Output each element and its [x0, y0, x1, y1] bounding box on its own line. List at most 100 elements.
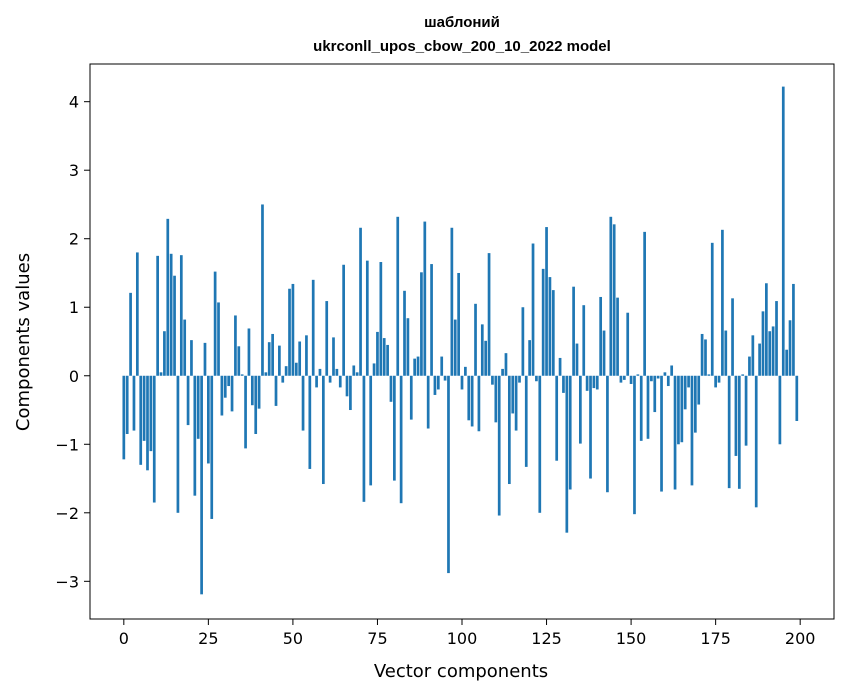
bar [612, 224, 616, 376]
bar [369, 375, 373, 486]
bar [284, 366, 288, 376]
bar [152, 375, 156, 503]
x-tick-label: 100 [447, 629, 478, 648]
bar [633, 375, 636, 515]
bar [291, 283, 295, 376]
bar [261, 204, 264, 376]
bar [223, 375, 227, 398]
bar [521, 307, 525, 376]
bar [744, 375, 748, 446]
bar [203, 342, 207, 376]
bar [460, 375, 464, 390]
bar [217, 302, 220, 376]
bar [768, 331, 772, 376]
bar [135, 252, 139, 376]
y-axis-label: Components values [13, 253, 34, 431]
x-tick-label: 25 [198, 629, 218, 648]
bar [579, 375, 582, 444]
y-tick-label: 0 [69, 367, 79, 386]
bar [210, 375, 214, 519]
bar [149, 375, 153, 452]
bar [660, 375, 663, 492]
bar [227, 375, 231, 387]
bar [281, 375, 285, 383]
bar [139, 375, 143, 465]
bar [724, 330, 728, 376]
bar [741, 374, 745, 376]
bar [403, 290, 406, 376]
bar [504, 353, 508, 376]
bar [294, 362, 298, 376]
bar [616, 297, 619, 376]
bar [200, 375, 203, 595]
bar [524, 375, 528, 467]
bar [629, 375, 633, 384]
bar [582, 305, 586, 376]
bar [717, 375, 721, 383]
bar [785, 349, 789, 376]
bar [731, 298, 734, 376]
bar [693, 375, 697, 433]
bar [220, 375, 224, 416]
bar [734, 375, 738, 456]
bar [169, 253, 173, 376]
bar [470, 375, 474, 427]
bar [433, 375, 437, 395]
bar [406, 318, 410, 376]
bar [683, 375, 687, 410]
bar [795, 375, 799, 421]
bar [244, 375, 247, 449]
bar [531, 243, 535, 376]
bar [372, 363, 376, 376]
bar [670, 365, 674, 376]
bar [166, 218, 170, 376]
bar [663, 372, 667, 376]
bar [365, 260, 369, 376]
bar [558, 357, 562, 376]
bar [376, 331, 379, 376]
bar [308, 375, 312, 469]
bar [575, 343, 579, 376]
bar [301, 375, 305, 431]
bar [585, 375, 589, 391]
bar [207, 375, 210, 464]
bar [589, 375, 592, 479]
bar [528, 340, 531, 376]
y-tick-label: 4 [69, 93, 79, 112]
bar [450, 227, 454, 376]
bar [305, 335, 308, 376]
bar [359, 227, 362, 376]
bar [565, 375, 569, 533]
bar [338, 375, 342, 388]
bar [707, 374, 711, 376]
bar [595, 375, 599, 390]
bar [142, 375, 146, 441]
bar [507, 375, 511, 485]
bar [125, 375, 129, 434]
bar [765, 283, 768, 376]
bar [379, 262, 383, 376]
bar [146, 375, 149, 471]
bar [190, 340, 193, 376]
bar [700, 333, 704, 376]
bar [710, 242, 714, 376]
bar [545, 227, 548, 376]
chart-title: шаблоний [424, 14, 500, 31]
bar [751, 335, 755, 376]
bar [122, 375, 126, 460]
bar [453, 319, 457, 376]
bar [480, 324, 484, 376]
bar [484, 340, 488, 376]
bar [349, 375, 352, 411]
x-tick-label: 0 [119, 629, 129, 648]
x-tick-label: 125 [531, 629, 562, 648]
bar [345, 375, 349, 397]
bar [156, 255, 159, 376]
bar [792, 283, 795, 376]
bar [132, 375, 136, 431]
bar [315, 375, 318, 388]
bar [592, 375, 596, 389]
bar [572, 286, 575, 376]
bar [487, 253, 491, 376]
bar [389, 375, 393, 402]
